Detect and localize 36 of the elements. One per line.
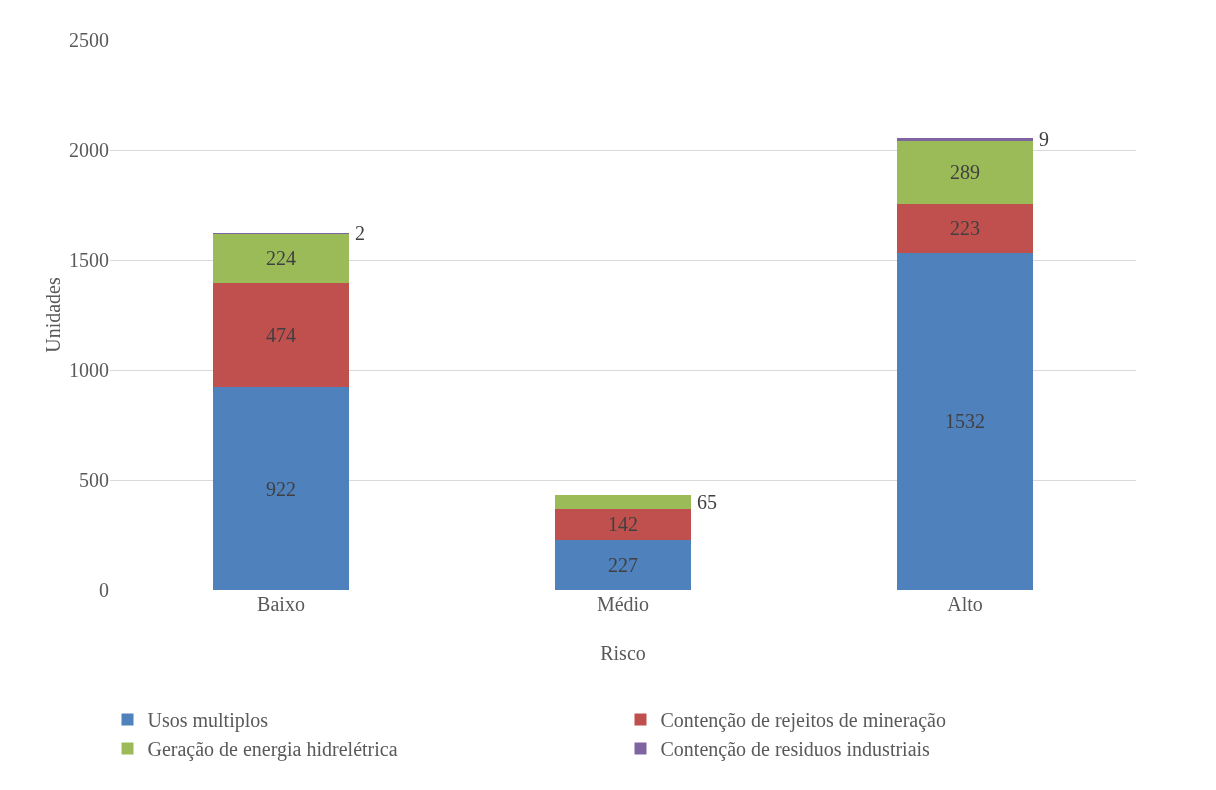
data-label: 474 (266, 324, 296, 346)
y-axis-title: Unidades (42, 277, 64, 353)
legend-label: Usos multiplos (147, 709, 269, 733)
legend-label: Contenção de rejeitos de mineração (660, 709, 946, 733)
data-label: 224 (266, 247, 296, 269)
bar (212, 282, 350, 388)
x-axis-title: Risco (600, 642, 646, 664)
bar (896, 140, 1034, 204)
data-label: 289 (950, 161, 980, 183)
legend-label: Geração de energia hidrelétrica (147, 738, 398, 762)
bar (554, 508, 692, 541)
bar (212, 233, 350, 283)
legend-label: Contenção de residuos industriais (660, 738, 931, 762)
data-label: 65 (697, 491, 717, 513)
data-label: 1532 (945, 410, 985, 432)
bar (554, 540, 692, 590)
bar (212, 387, 350, 590)
y-tick-label: 500 (79, 469, 109, 491)
data-label: 142 (608, 513, 638, 535)
y-tick-label: 2500 (69, 29, 109, 51)
bar (554, 494, 692, 509)
y-tick-label: 1000 (69, 359, 109, 381)
x-tick-label: Médio (596, 593, 650, 615)
y-tick-label: 2000 (69, 139, 109, 161)
y-tick-label: 0 (99, 579, 109, 601)
bar (896, 203, 1034, 253)
data-label: 223 (950, 217, 980, 239)
data-label: 2 (355, 222, 365, 244)
x-tick-label: Baixo (257, 593, 305, 615)
y-tick-label: 1500 (69, 249, 109, 271)
data-label: 227 (608, 554, 638, 576)
data-label: 922 (266, 478, 296, 500)
bar (896, 252, 1034, 590)
bar (896, 138, 1034, 141)
x-tick-label: Alto (947, 593, 983, 615)
data-label: 9 (1039, 128, 1049, 150)
